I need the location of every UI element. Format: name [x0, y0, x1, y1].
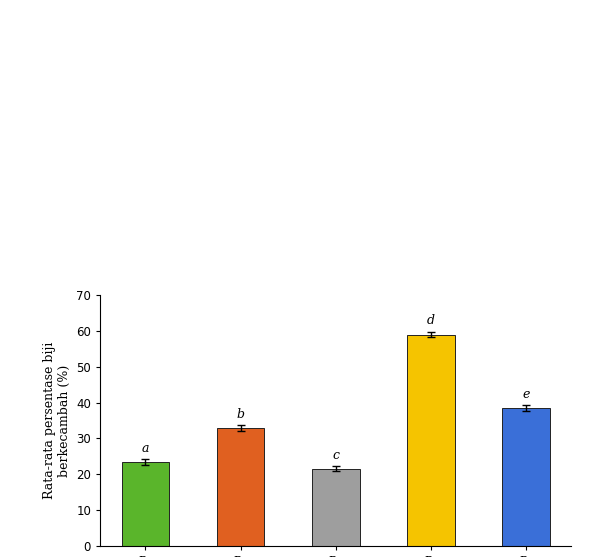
Bar [502, 408, 550, 546]
Bar [312, 469, 359, 546]
Text: e: e [522, 388, 530, 401]
Bar [217, 428, 264, 546]
Bar [407, 335, 455, 546]
Text: b: b [237, 408, 244, 421]
Y-axis label: Rata-rata persentase biji
berkecambah (%): Rata-rata persentase biji berkecambah (%… [42, 342, 71, 499]
Text: a: a [141, 442, 149, 455]
Text: c: c [332, 449, 339, 462]
Bar [121, 462, 169, 546]
Text: d: d [427, 315, 435, 328]
